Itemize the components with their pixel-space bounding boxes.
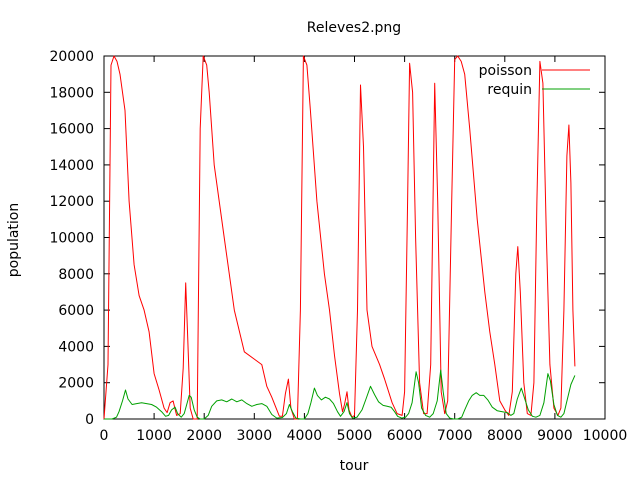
series-line-poisson [103, 55, 576, 420]
x-tick-label: 10000 [583, 428, 628, 444]
axis-ticks: 0 1000 2000 3000 4000 5000 6000 7000 8000 9000 100… [49, 49, 627, 444]
x-tick-label: 9000 [537, 428, 573, 444]
y-tick-label: 14000 [49, 158, 94, 174]
legend-label-poisson: poisson [479, 63, 532, 79]
series-line-requin [104, 369, 576, 420]
legend-label-requin: requin [487, 82, 532, 98]
x-tick-label: 3000 [236, 428, 272, 444]
y-tick-label: 4000 [58, 339, 94, 355]
x-tick-label: 1000 [136, 428, 172, 444]
y-tick-label: 6000 [58, 303, 94, 319]
x-tick-label: 8000 [487, 428, 523, 444]
y-tick-label: 0 [85, 412, 94, 428]
series-layer [103, 55, 576, 420]
x-tick-label: 7000 [437, 428, 473, 444]
x-tick-label: 4000 [287, 428, 323, 444]
y-tick-label: 16000 [49, 122, 94, 138]
y-tick-label: 18000 [49, 85, 94, 101]
chart-title: Releves2.png [307, 20, 401, 36]
x-axis-label: tour [340, 458, 369, 474]
y-tick-label: 8000 [58, 267, 94, 283]
y-tick-label: 10000 [49, 231, 94, 247]
x-tick-label: 6000 [387, 428, 423, 444]
y-tick-label: 20000 [49, 49, 94, 65]
x-tick-label: 2000 [186, 428, 222, 444]
y-axis-label: population [6, 203, 22, 278]
y-tick-label: 12000 [49, 194, 94, 210]
x-tick-label: 5000 [337, 428, 373, 444]
x-tick-label: 0 [100, 428, 109, 444]
legend: poisson requin [479, 63, 590, 98]
y-tick-label: 2000 [58, 376, 94, 392]
plot-frame [103, 55, 606, 420]
